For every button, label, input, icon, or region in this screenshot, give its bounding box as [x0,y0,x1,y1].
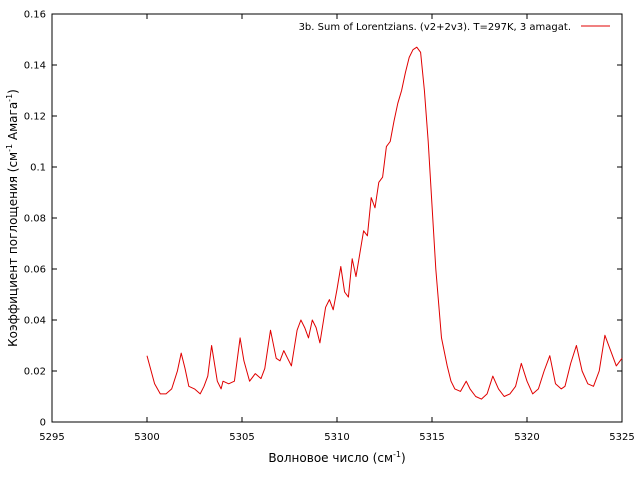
y-tick-label: 0.08 [24,214,46,225]
series-line [146,46,623,400]
y-tick-label: 0.12 [24,112,46,123]
x-tick-label: 5310 [324,432,349,443]
y-axis-label: Коэффициент поглощения (см-1 Амага-1) [5,89,20,347]
x-tick-label: 5315 [419,432,444,443]
x-tick-label: 5320 [514,432,539,443]
x-tick-label: 5325 [609,432,634,443]
x-tick-label: 5300 [134,432,159,443]
y-tick-label: 0 [40,418,46,429]
x-tick-label: 5295 [39,432,64,443]
series-layer [146,46,623,400]
legend-label: 3b. Sum of Lorentzians. (v2+2v3). T=297K… [299,22,571,33]
y-axis-ticks: 0 0.02 0.04 0.06 0.08 0.1 0.12 0.14 0.16 [24,10,622,429]
legend: 3b. Sum of Lorentzians. (v2+2v3). T=297K… [299,22,610,33]
y-tick-label: 0.02 [24,367,46,378]
x-axis-label: Волновое число (см-1) [268,450,405,465]
y-tick-label: 0.1 [30,163,46,174]
x-tick-label: 5305 [229,432,254,443]
x-axis-ticks: 5295 5300 5305 5310 5315 5320 5325 [39,14,635,443]
y-tick-label: 0.06 [24,265,46,276]
plot-frame [51,13,623,423]
y-tick-label: 0.16 [24,10,46,21]
y-tick-label: 0.04 [24,316,46,327]
y-tick-label: 0.14 [24,61,46,72]
